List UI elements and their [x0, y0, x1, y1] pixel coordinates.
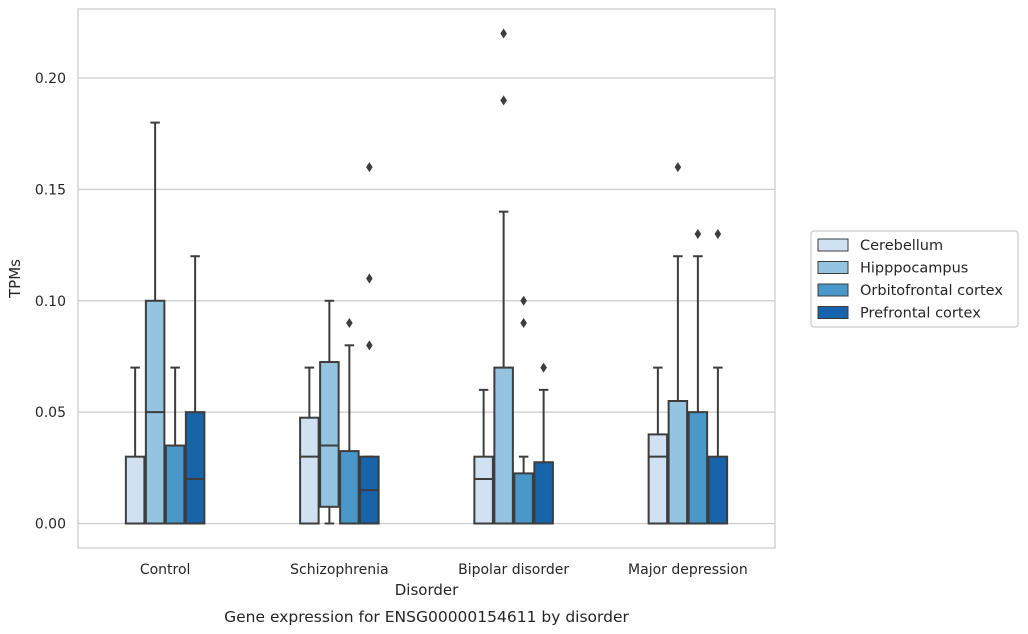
box-plot	[493, 28, 514, 525]
outlier-point	[366, 340, 373, 351]
y-tick-label: 0.00	[35, 517, 66, 533]
box-body	[513, 472, 534, 525]
y-tick-label: 0.05	[35, 405, 66, 421]
x-tick-label: Control	[140, 562, 191, 578]
box-plot	[473, 388, 494, 525]
legend-swatch	[817, 306, 849, 319]
box-plot	[533, 362, 554, 525]
legend-swatch	[817, 238, 849, 252]
box-plot	[164, 366, 186, 525]
box-plot	[299, 366, 320, 525]
box-plot	[513, 295, 534, 525]
legend-label: Cerebellum	[860, 238, 943, 254]
box-plot	[647, 366, 669, 525]
box-body	[339, 450, 360, 525]
x-tick-label: Schizophrenia	[290, 562, 388, 578]
y-tick-label: 0.10	[35, 294, 66, 310]
y-tick-labels: 0.00 0.05 0.10 0.15 0.20	[35, 71, 66, 532]
x-tick-label: Major depression	[628, 562, 748, 578]
x-tick-labels: Control Schizophrenia Bipolar disorder Majo…	[140, 562, 748, 578]
legend-label: Orbitofrontal cortex	[860, 283, 1003, 299]
box-plot	[687, 228, 709, 525]
box-body	[533, 461, 554, 525]
outlier-point	[714, 228, 722, 239]
box-body	[687, 411, 709, 525]
box-plot	[339, 318, 360, 525]
plot-frame	[77, 8, 776, 549]
outlier-point	[366, 162, 373, 173]
box-body	[667, 400, 689, 525]
box-plot	[359, 162, 380, 525]
legend-swatch	[817, 261, 849, 274]
box-body	[473, 455, 494, 525]
box-body	[707, 455, 729, 525]
legend: Cerebellum Hipppocampus Orbitofrontal cort…	[810, 230, 1019, 328]
outlier-point	[500, 95, 507, 106]
outlier-point	[346, 318, 353, 329]
x-tick-label: Bipolar disorder	[458, 562, 569, 578]
box-body	[299, 416, 320, 525]
legend-label: Prefrontal cortex	[860, 306, 981, 322]
box-plot	[124, 366, 146, 525]
box-body	[319, 361, 340, 508]
box-plot-group	[124, 28, 729, 525]
chart-caption: Gene expression for ENSG00000154611 by d…	[224, 608, 629, 626]
outlier-point	[366, 273, 373, 284]
outlier-point	[674, 162, 682, 173]
x-axis-label: Disorder	[395, 581, 459, 599]
box-plot	[144, 121, 166, 525]
outlier-point	[500, 28, 507, 39]
y-axis-label: TPMs	[6, 259, 24, 299]
outlier-point	[520, 295, 527, 306]
box-body	[647, 433, 669, 525]
outlier-point	[694, 228, 702, 239]
box-plot	[184, 255, 206, 525]
y-tick-label: 0.15	[35, 182, 66, 198]
legend-label: Hipppocampus	[860, 261, 968, 277]
box-plot	[707, 228, 729, 525]
box-body	[124, 455, 146, 525]
box-body	[184, 411, 206, 525]
legend-frame	[810, 230, 1019, 328]
box-body	[164, 444, 186, 525]
box-plot	[319, 299, 340, 525]
legend-swatch	[817, 283, 849, 297]
box-body	[493, 366, 514, 525]
outlier-point	[520, 318, 527, 329]
y-tick-label: 0.20	[35, 71, 66, 87]
box-plot	[667, 162, 689, 525]
outlier-point	[540, 362, 547, 373]
